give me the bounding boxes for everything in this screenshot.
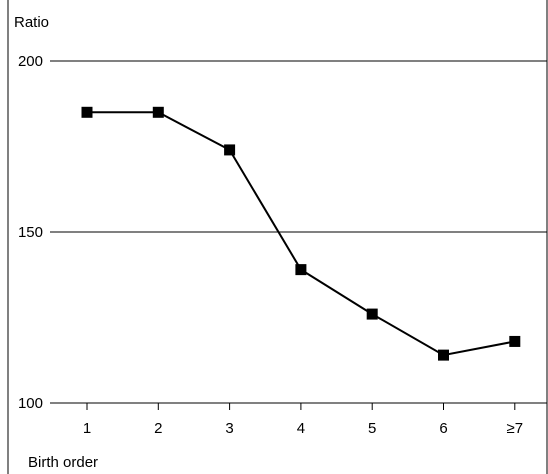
grid-lines (50, 60, 547, 404)
data-series (81, 106, 521, 361)
x-axis-tick-labels: 1 2 3 4 5 6 ≥7 (83, 403, 523, 437)
data-point-3 (224, 144, 236, 156)
y-tick-label-200: 200 (18, 53, 43, 70)
y-axis-tick-labels: 100 150 200 (18, 53, 43, 412)
data-point-2 (152, 106, 164, 118)
x-tick-label-5: 5 (368, 420, 376, 437)
y-tick-label-150: 150 (18, 224, 43, 241)
x-tick-label-3: 3 (225, 420, 233, 437)
data-point-6 (438, 349, 449, 361)
x-tick-label-7: ≥7 (507, 420, 524, 437)
data-point-7 (509, 335, 521, 347)
x-tick-label-4: 4 (297, 420, 305, 437)
plot-frame (7, 0, 548, 474)
y-tick-label-100: 100 (18, 395, 43, 412)
x-tick-label-2: 2 (154, 420, 162, 437)
data-point-1 (81, 106, 93, 118)
data-point-5 (366, 308, 378, 320)
x-axis-title: Birth order (28, 454, 98, 471)
y-axis-title: Ratio (14, 14, 49, 31)
x-tick-label-1: 1 (83, 420, 91, 437)
x-tick-label-6: 6 (439, 420, 447, 437)
series-line (87, 111, 515, 357)
data-point-4 (295, 264, 307, 276)
